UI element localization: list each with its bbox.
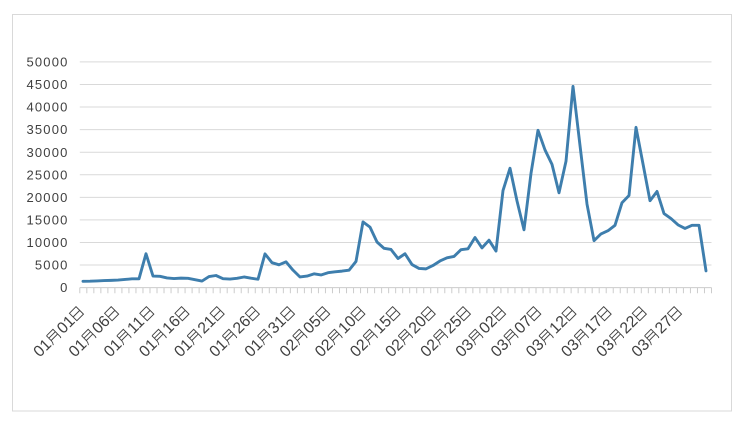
svg-text:30000: 30000 xyxy=(26,145,68,160)
svg-text:15000: 15000 xyxy=(26,212,68,227)
svg-text:10000: 10000 xyxy=(26,235,68,250)
svg-text:25000: 25000 xyxy=(26,167,68,182)
svg-text:0: 0 xyxy=(60,280,68,295)
svg-text:5000: 5000 xyxy=(35,258,69,273)
svg-text:40000: 40000 xyxy=(26,100,68,115)
svg-text:20000: 20000 xyxy=(26,190,68,205)
svg-text:45000: 45000 xyxy=(26,77,68,92)
svg-text:35000: 35000 xyxy=(26,122,68,137)
svg-text:50000: 50000 xyxy=(26,55,68,70)
